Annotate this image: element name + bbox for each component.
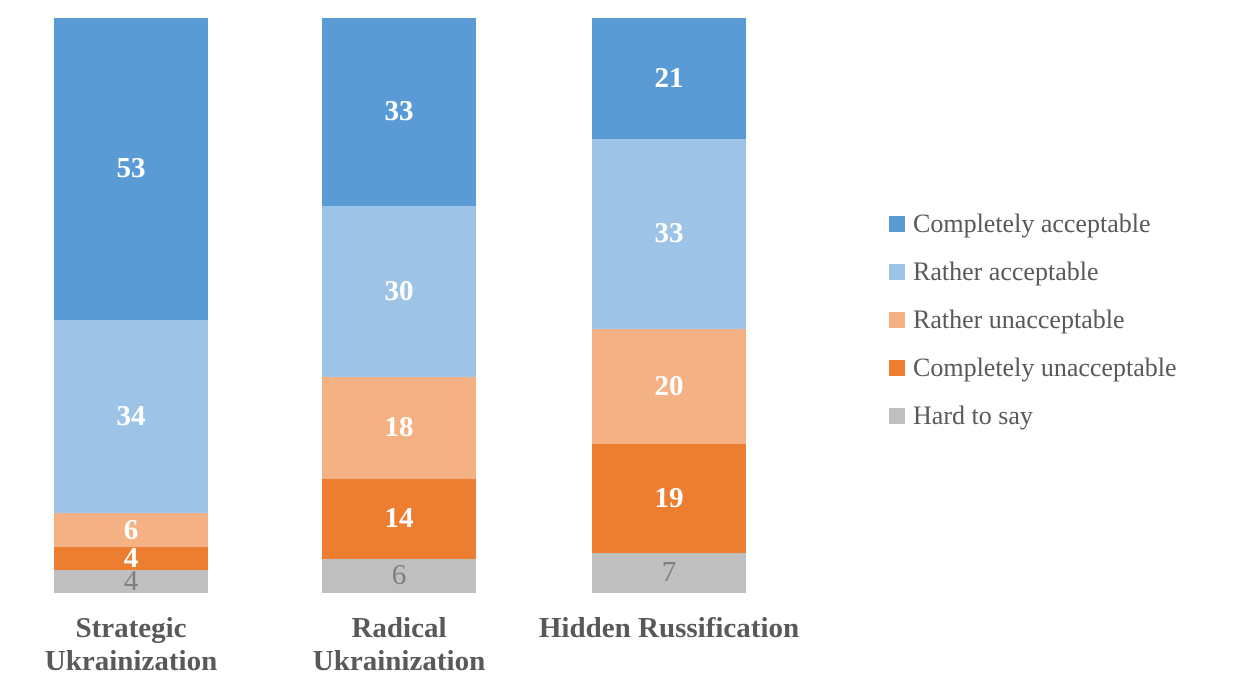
segment-value-label: 20 [654,369,684,402]
legend-item: Completely unacceptable [889,344,1177,392]
segment-value-label: 6 [391,559,407,592]
legend-item: Rather acceptable [889,248,1177,296]
bar-segment: 34 [54,319,208,514]
bar-segment: 6 [54,513,208,548]
bar-segment: 19 [592,443,746,553]
segment-value-label: 7 [661,556,677,589]
legend-item: Rather unacceptable [889,296,1177,344]
bar-segment: 18 [322,376,476,480]
chart-legend: Completely acceptable Rather acceptable Ra… [889,200,1177,440]
bar-segment: 4 [54,542,208,575]
bar-column: 33 30 18 14 6 [322,18,476,593]
legend-label: Completely unacceptable [913,353,1177,382]
bar-segment: 14 [322,479,476,559]
legend-swatch-icon [889,408,905,424]
category-label: Hidden Russification [538,612,800,644]
legend-label: Completely acceptable [913,209,1151,238]
legend-label: Hard to say [913,401,1033,430]
bar-column: 21 33 20 19 7 [592,18,746,593]
segment-value-label: 33 [384,95,414,128]
segment-value-label: 14 [384,502,414,535]
segment-value-label: 33 [654,217,684,250]
segment-value-label: 6 [123,513,139,546]
bar-segment: 33 [592,138,746,329]
bar-segment: 6 [322,558,476,593]
segment-value-label: 4 [123,542,139,575]
bar-segment: 7 [592,552,746,593]
bar-segment: 33 [322,18,476,206]
bar-segment: 4 [54,565,208,598]
bar-segment: 21 [592,18,746,139]
bar-column: 53 34 6 4 4 [54,18,208,598]
legend-item: Completely acceptable [889,200,1177,248]
bar-segment: 30 [322,205,476,377]
legend-item: Hard to say [889,392,1177,440]
legend-label: Rather acceptable [913,257,1099,286]
category-label: Radical Ukrainization [312,612,486,677]
segment-value-label: 19 [654,481,684,514]
legend-swatch-icon [889,312,905,328]
legend-label: Rather unacceptable [913,305,1125,334]
segment-value-label: 30 [384,274,414,307]
bar-segment: 20 [592,328,746,444]
category-label: Strategic Ukrainization [44,612,218,677]
legend-swatch-icon [889,264,905,280]
legend-swatch-icon [889,216,905,232]
segment-value-label: 18 [384,411,414,444]
segment-value-label: 34 [116,400,146,432]
segment-value-label: 21 [654,61,684,94]
segment-value-label: 4 [123,565,139,598]
segment-value-label: 53 [116,152,146,185]
bar-segment: 53 [54,18,208,320]
legend-swatch-icon [889,360,905,376]
